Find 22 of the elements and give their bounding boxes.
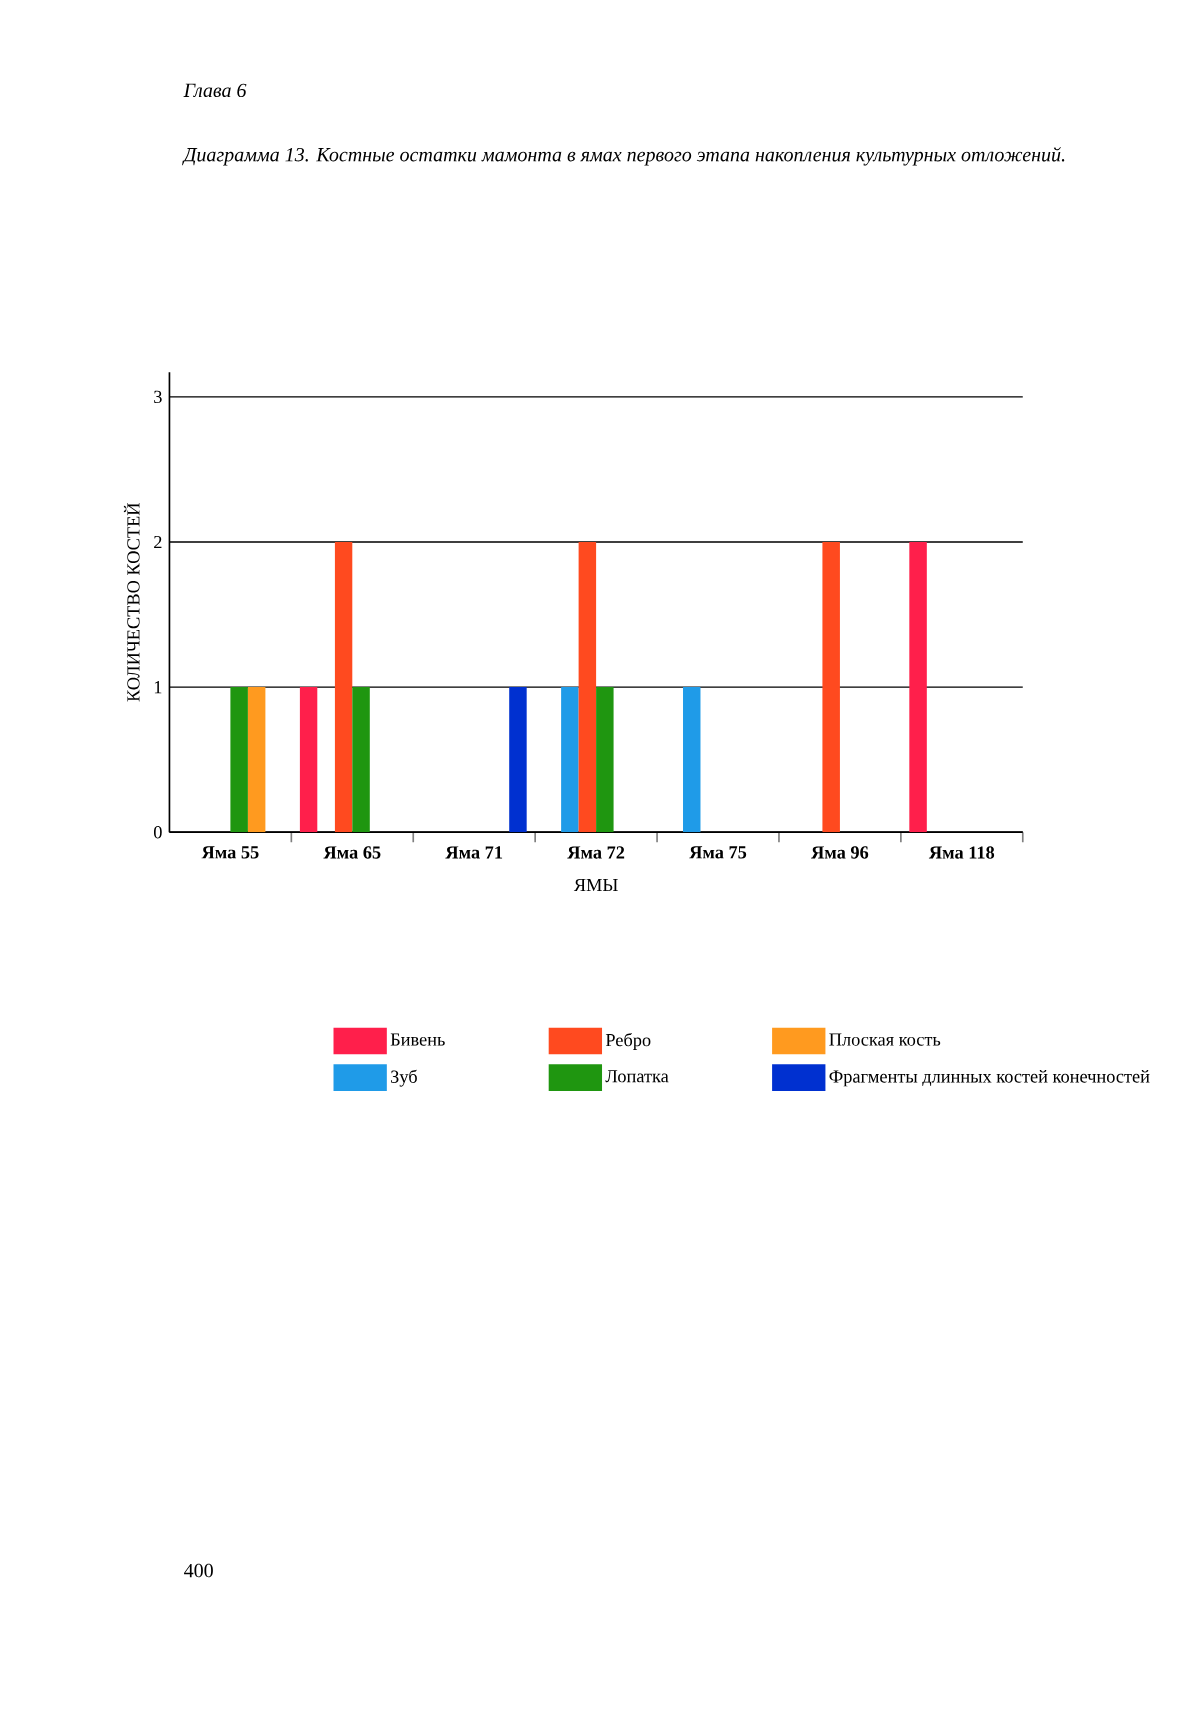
legend-label: Бивень xyxy=(390,1033,445,1046)
text: 400 xyxy=(184,1563,213,1578)
x-tick-label: Яма 118 xyxy=(928,846,995,859)
legend-label: Фрагменты длинных костей конечностей xyxy=(829,1069,1150,1087)
x-tick-label: Яма 65 xyxy=(323,846,381,859)
x-tick-label: Яма 96 xyxy=(811,846,869,859)
y-tick-label: 2 xyxy=(154,535,162,549)
chart-title: Диаграмма 13. Костные остатки мамонта в ямах первого этапа накопления культурных отложений. xyxy=(182,146,1065,166)
y-axis-title: КОЛИЧЕСТВО КОСТЕЙ xyxy=(123,503,140,702)
legend-label: Плоская кость xyxy=(829,1033,941,1046)
legend-label: Зуб xyxy=(391,1069,417,1087)
x-tick-label: Яма 72 xyxy=(567,846,625,859)
y-tick-label: 3 xyxy=(154,390,162,404)
y-tick-label: 0 xyxy=(153,826,162,839)
text: Глава 6 xyxy=(183,83,247,98)
x-tick-label: Яма 75 xyxy=(689,846,747,859)
x-tick-label: Яма 55 xyxy=(201,846,259,859)
x-tick-label: Яма 71 xyxy=(445,846,503,859)
y-tick-label: 1 xyxy=(154,681,162,694)
legend-label: Ребро xyxy=(605,1032,651,1050)
legend-label: Лопатка xyxy=(605,1070,669,1083)
x-axis-title: ЯМЫ xyxy=(573,879,618,892)
